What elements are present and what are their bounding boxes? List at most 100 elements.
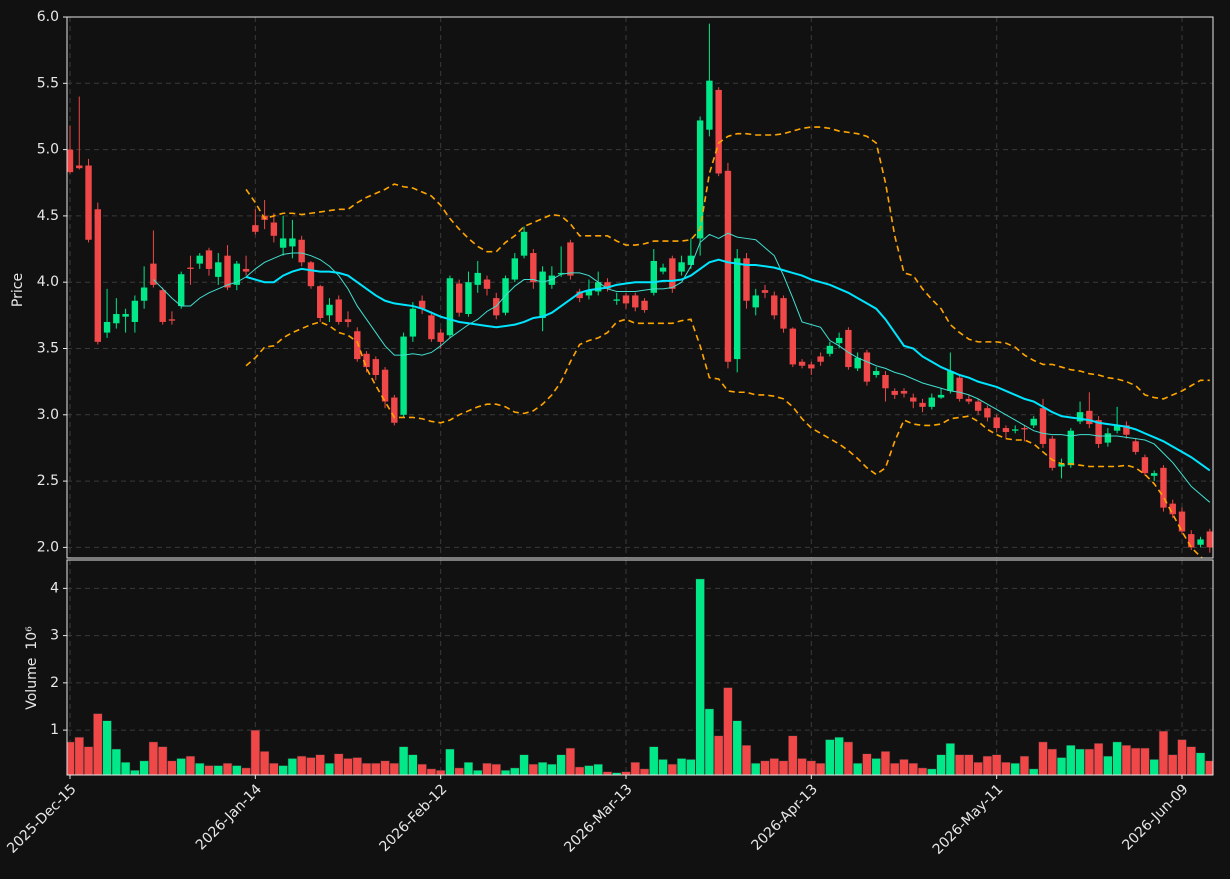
volume-bar	[380, 760, 390, 775]
volume-bar	[1121, 744, 1132, 775]
candle-body	[381, 369, 389, 402]
candle-body	[1002, 428, 1010, 433]
volume-bar	[250, 729, 260, 775]
volume-bar	[806, 760, 816, 775]
volume-bar	[621, 771, 631, 775]
candle-body	[567, 242, 574, 276]
volume-bar	[778, 760, 789, 775]
candle-body	[956, 377, 963, 399]
price-frame	[66, 16, 1214, 559]
overlay-line	[153, 232, 1211, 503]
volume-bar	[1093, 743, 1104, 775]
candle-body	[1104, 433, 1112, 443]
candle-body	[1021, 428, 1028, 430]
volume-scale: 10⁶	[24, 626, 40, 650]
candle-body	[270, 222, 278, 236]
candle-body	[928, 397, 935, 407]
volume-bar	[83, 746, 94, 775]
candle-body	[178, 274, 185, 307]
volume-bar	[426, 768, 437, 775]
volume-bar	[241, 767, 251, 775]
volume-bar	[686, 759, 696, 775]
candle-body	[669, 258, 676, 289]
volume-bar	[93, 713, 103, 775]
volume-bar	[398, 746, 409, 775]
volume-bar	[195, 762, 205, 775]
candle-body	[511, 258, 518, 280]
volume-bar	[1001, 761, 1011, 775]
volume-bar	[315, 754, 325, 775]
volume-bar	[714, 735, 724, 775]
candle-body	[696, 120, 704, 239]
candle-body	[734, 258, 741, 360]
candle-body	[1178, 511, 1186, 532]
volume-bar	[1177, 739, 1187, 775]
volume-bar	[973, 761, 983, 775]
candle-body	[437, 332, 444, 342]
volume-bar	[306, 757, 316, 775]
volume-bar	[528, 763, 538, 775]
volume-bar	[565, 747, 576, 775]
candle-body	[873, 371, 880, 376]
volume-bar	[334, 753, 344, 775]
volume-bar	[473, 770, 483, 775]
volume-bar	[760, 760, 770, 775]
volume-bar	[445, 748, 455, 775]
candle-body	[1049, 438, 1056, 468]
candle-body	[344, 319, 352, 322]
candle-body	[1188, 534, 1195, 548]
candle-body	[1141, 457, 1149, 474]
volume-label: Volume	[24, 658, 40, 710]
volume-bar	[1084, 748, 1094, 775]
candle-body	[622, 295, 630, 304]
volume-bar	[825, 739, 835, 775]
volume-bar	[880, 751, 891, 775]
volume-bar	[1066, 744, 1076, 775]
volume-bar	[1112, 741, 1122, 775]
volume-bar	[1010, 762, 1020, 775]
y-axis-title: Price	[10, 273, 26, 307]
candle-body	[854, 357, 861, 369]
volume-bar	[556, 754, 566, 775]
candle-body	[882, 375, 889, 389]
candle-body	[530, 253, 537, 283]
volume-bar	[908, 762, 918, 775]
volume-bar	[945, 743, 955, 775]
volume-bar	[547, 763, 557, 775]
candle-body	[706, 80, 713, 130]
candle-body	[363, 353, 370, 368]
candle-body	[298, 239, 305, 263]
volume-bar	[343, 758, 353, 775]
candle-body	[409, 308, 417, 337]
volume-bar	[658, 759, 668, 775]
volume-bar	[167, 760, 177, 775]
volume-bar	[797, 758, 807, 775]
volume-bar	[954, 754, 965, 775]
candle-body	[659, 267, 667, 272]
volume-bar	[649, 746, 659, 775]
candle-body	[585, 290, 593, 296]
volume-bar	[1029, 768, 1039, 775]
x-tick-label: 2026-Jun-09	[1119, 781, 1191, 853]
y-tick-label: 4	[50, 580, 59, 596]
overlay-line	[245, 258, 1211, 472]
volume-bar	[1158, 730, 1169, 775]
candle-body	[187, 267, 194, 269]
volume-bar	[269, 762, 279, 775]
volume-bar	[612, 772, 622, 775]
candle-body	[900, 390, 908, 394]
y-tick-label: 4.0	[37, 274, 59, 290]
candle-body	[418, 300, 426, 309]
volume-bar	[519, 754, 529, 775]
volume-bar	[148, 741, 159, 775]
candle-body	[307, 262, 315, 287]
volume-bar	[1047, 748, 1057, 775]
volume-bar	[1168, 754, 1178, 775]
candle-body	[993, 417, 1000, 429]
candle-body	[817, 356, 824, 362]
candle-body	[798, 361, 806, 366]
volume-bar	[788, 735, 798, 775]
volume-bar	[1075, 748, 1085, 775]
candle-body	[1197, 539, 1204, 545]
